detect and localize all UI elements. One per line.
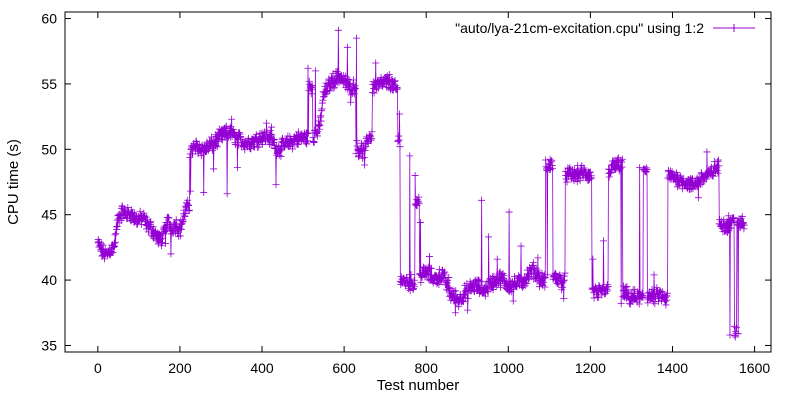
y-tick-label: 60 (41, 11, 57, 27)
x-tick-label: 1000 (493, 360, 524, 376)
plot-area (94, 26, 748, 341)
x-axis-label: Test number (377, 377, 460, 394)
legend: "auto/lya-21cm-excitation.cpu" using 1:2 (455, 20, 755, 36)
x-axis: 0 200 400 600 800 1000 1200 1400 1600 (94, 12, 770, 376)
x-tick-label: 400 (250, 360, 274, 376)
y-axis: 35 40 45 50 55 60 (41, 11, 771, 353)
x-tick-label: 1200 (575, 360, 606, 376)
series-point-markers (94, 26, 748, 341)
x-tick-label: 800 (415, 360, 439, 376)
x-tick-label: 0 (94, 360, 102, 376)
y-tick-label: 45 (41, 207, 57, 223)
y-tick-label: 35 (41, 337, 57, 353)
y-tick-label: 50 (41, 141, 57, 157)
y-axis-label: CPU time (s) (5, 139, 22, 225)
legend-marker (730, 24, 738, 32)
x-tick-label: 200 (168, 360, 192, 376)
y-tick-label: 55 (41, 76, 57, 92)
x-tick-label: 1600 (739, 360, 770, 376)
x-tick-label: 1400 (657, 360, 688, 376)
legend-entry-label: "auto/lya-21cm-excitation.cpu" using 1:2 (455, 20, 704, 36)
x-tick-label: 600 (332, 360, 356, 376)
y-tick-label: 40 (41, 272, 57, 288)
plot-frame (64, 11, 772, 353)
